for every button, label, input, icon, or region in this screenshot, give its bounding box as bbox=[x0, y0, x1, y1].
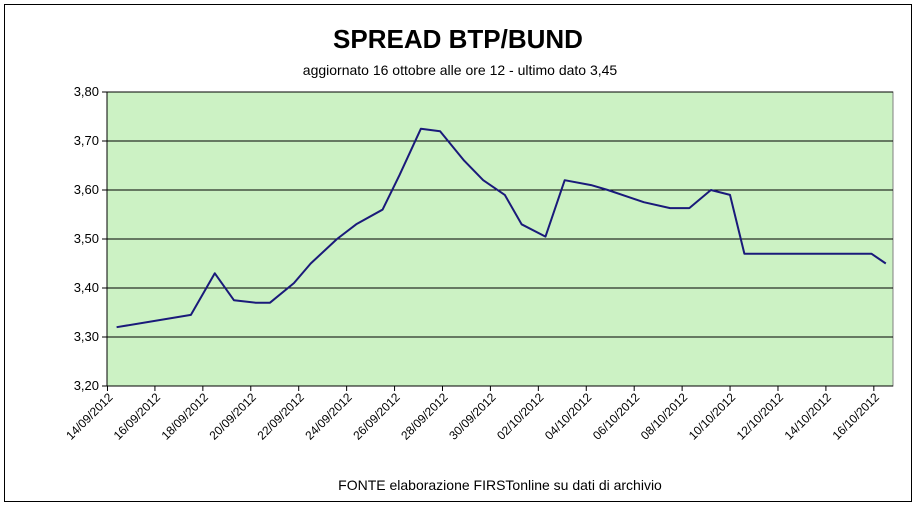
x-tick-label: 26/09/2012 bbox=[350, 390, 403, 443]
y-tick-label: 3,50 bbox=[74, 231, 99, 246]
chart-subtitle: aggiornato 16 ottobre alle ore 12 - ulti… bbox=[303, 62, 618, 78]
y-tick-label: 3,30 bbox=[74, 329, 99, 344]
x-tick-label: 08/10/2012 bbox=[638, 390, 691, 443]
y-axis-ticks: 3,20 3,30 3,40 3,50 3,60 3,70 3,80 bbox=[74, 84, 107, 393]
y-tick-label: 3,60 bbox=[74, 182, 99, 197]
x-tick-label: 02/10/2012 bbox=[494, 390, 547, 443]
chart-title: SPREAD BTP/BUND bbox=[333, 24, 583, 54]
x-tick-label: 14/09/2012 bbox=[63, 390, 116, 443]
x-tick-label: 06/10/2012 bbox=[590, 390, 643, 443]
series-line bbox=[116, 127, 887, 329]
x-axis-ticks: 14/09/201216/09/201218/09/201220/09/2012… bbox=[63, 386, 882, 443]
y-tick-label: 3,20 bbox=[74, 378, 99, 393]
x-tick-label: 14/10/2012 bbox=[782, 390, 835, 443]
x-tick-label: 16/10/2012 bbox=[830, 390, 883, 443]
x-tick-label: 10/10/2012 bbox=[686, 390, 739, 443]
x-tick-label: 16/09/2012 bbox=[111, 390, 164, 443]
x-tick-label: 28/09/2012 bbox=[398, 390, 451, 443]
x-tick-label: 24/09/2012 bbox=[302, 390, 355, 443]
x-tick-label: 20/09/2012 bbox=[207, 390, 260, 443]
y-tick-label: 3,80 bbox=[74, 84, 99, 99]
x-tick-label: 04/10/2012 bbox=[542, 390, 595, 443]
x-tick-label: 30/09/2012 bbox=[446, 390, 499, 443]
x-tick-label: 18/09/2012 bbox=[159, 390, 212, 443]
x-tick-label: 22/09/2012 bbox=[254, 390, 307, 443]
x-tick-label: 12/10/2012 bbox=[734, 390, 787, 443]
y-tick-label: 3,40 bbox=[74, 280, 99, 295]
y-tick-label: 3,70 bbox=[74, 133, 99, 148]
chart-footer: FONTE elaborazione FIRSTonline su dati d… bbox=[338, 477, 662, 493]
